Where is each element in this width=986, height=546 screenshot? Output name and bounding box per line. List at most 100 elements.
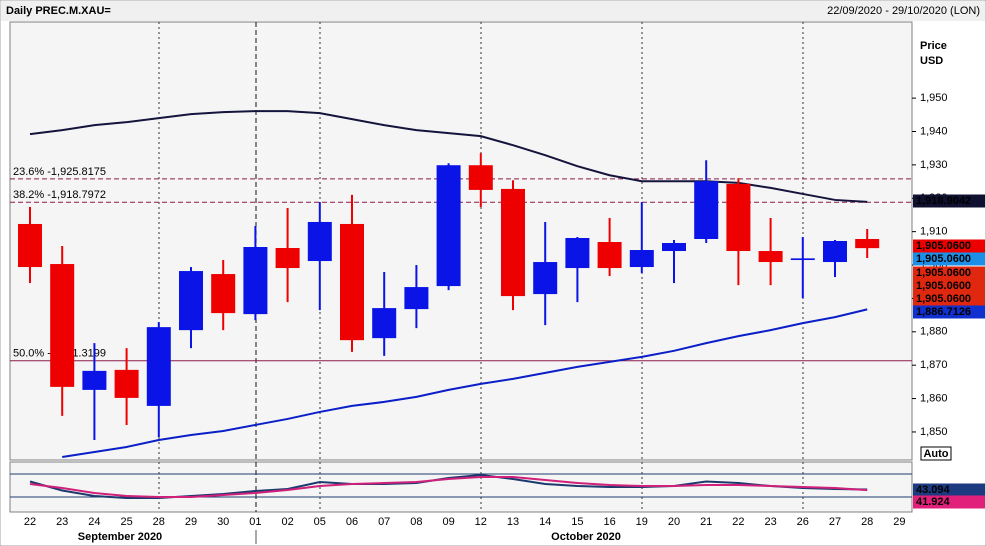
x-tick-label: 27 [829, 516, 841, 528]
candle-body [565, 237, 590, 269]
candle-body [468, 165, 493, 190]
price-tag [913, 266, 985, 280]
indicator-area [9, 461, 913, 513]
x-tick-label: 01 [249, 516, 261, 528]
fib-label: 23.6% -1,925.8175 [13, 166, 106, 178]
y-tick-label: 1,870 [920, 359, 948, 371]
candle-body [790, 258, 815, 261]
x-tick-label: 20 [668, 516, 680, 528]
candle-body [629, 250, 654, 268]
x-tick-label: 05 [314, 516, 326, 528]
candle-body [533, 262, 558, 295]
candle-body [18, 223, 42, 268]
x-tick-label: 15 [571, 516, 583, 528]
y-tick-label: 1,930 [920, 159, 948, 171]
moving-average [29, 110, 868, 203]
y-tick-label: 1,850 [920, 426, 948, 438]
indicator-layer [10, 473, 912, 499]
candle-body [243, 247, 268, 315]
y-axis-label: USD [920, 55, 943, 67]
x-tick-label: 22 [732, 516, 744, 528]
x-tick-label: 25 [120, 516, 132, 528]
plot-area [9, 21, 913, 461]
price-tag [913, 305, 985, 319]
x-tick-label: 30 [217, 516, 229, 528]
price-tag [913, 252, 985, 266]
candle-body [372, 308, 397, 339]
candle-body [694, 181, 719, 239]
candle-body [758, 251, 783, 263]
auto-button[interactable] [920, 446, 952, 461]
auto-button-label[interactable]: Auto [923, 448, 948, 460]
x-tick-label: 14 [539, 516, 551, 528]
x-tick-label: 23 [764, 516, 776, 528]
price-tag-label: 1,905.0600 [916, 240, 971, 252]
x-tick-label: 26 [797, 516, 809, 528]
month-label: September 2020 [78, 531, 162, 543]
candle-body [501, 188, 525, 297]
x-tick-label: 24 [88, 516, 100, 528]
price-tag-label: 1,905.0600 [916, 267, 971, 279]
y-tick-label: 1,880 [920, 326, 948, 338]
candle-body [179, 271, 203, 331]
candle-body [855, 238, 880, 249]
x-tick-label: 21 [700, 516, 712, 528]
indicator-tag-label: 41.924 [916, 496, 951, 508]
month-label: October 2020 [551, 531, 621, 543]
x-tick-label: 22 [24, 516, 36, 528]
x-tick-label: 28 [861, 516, 873, 528]
candle-body [726, 183, 751, 252]
candle-body [211, 274, 236, 314]
candle-body [662, 243, 686, 252]
y-tick-label: 1,910 [920, 226, 948, 238]
indicator-tag [913, 495, 985, 509]
header-bar [1, 1, 985, 21]
x-tick-label: 29 [185, 516, 197, 528]
x-tick-label: 12 [475, 516, 487, 528]
candle-body [823, 241, 847, 263]
price-tag-label: 1,905.0600 [916, 253, 971, 265]
price-tag [913, 292, 985, 306]
price-tag-label: 1,905.0600 [916, 293, 971, 305]
x-tick-label: 23 [56, 516, 68, 528]
price-tag-label: 1,905.0600 [916, 280, 971, 292]
x-tick-label: 29 [893, 516, 905, 528]
y-axis-label: Price [920, 40, 947, 52]
candle-body [50, 264, 75, 387]
x-tick-label: 09 [442, 516, 454, 528]
chart-title: Daily PREC.M.XAU= [6, 5, 111, 17]
price-tag [913, 239, 985, 253]
candle-body [436, 165, 461, 287]
x-tick-label: 06 [346, 516, 358, 528]
y-tick-label: 1,950 [920, 92, 948, 104]
candle-body [340, 223, 364, 341]
x-tick-label: 28 [153, 516, 165, 528]
candle-body [275, 248, 300, 269]
x-tick-label: 02 [281, 516, 293, 528]
fib-label: 38.2% -1,918.7972 [13, 189, 106, 201]
y-tick-label: 1,860 [920, 392, 948, 404]
indicator-tag [913, 483, 985, 497]
price-tag-label: 1,918.9042 [916, 195, 971, 207]
candle-body [82, 370, 107, 390]
price-tag [913, 279, 985, 293]
candle-body [307, 221, 332, 262]
x-tick-label: 16 [603, 516, 615, 528]
y-tick-label: 1,940 [920, 125, 948, 137]
moving-average [62, 308, 868, 458]
date-range: 22/09/2020 - 29/10/2020 (LON) [827, 5, 980, 17]
x-tick-label: 08 [410, 516, 422, 528]
indicator-tag-label: 43.094 [916, 484, 951, 496]
x-tick-label: 13 [507, 516, 519, 528]
candle-body [597, 242, 622, 269]
x-tick-label: 07 [378, 516, 390, 528]
candle-body [404, 287, 429, 310]
candle-body [114, 369, 139, 398]
indicator-line [29, 476, 868, 498]
candle-body [146, 327, 171, 406]
x-tick-label: 19 [636, 516, 648, 528]
price-tag-label: 1,886.7126 [916, 306, 971, 318]
price-tag [913, 194, 985, 208]
